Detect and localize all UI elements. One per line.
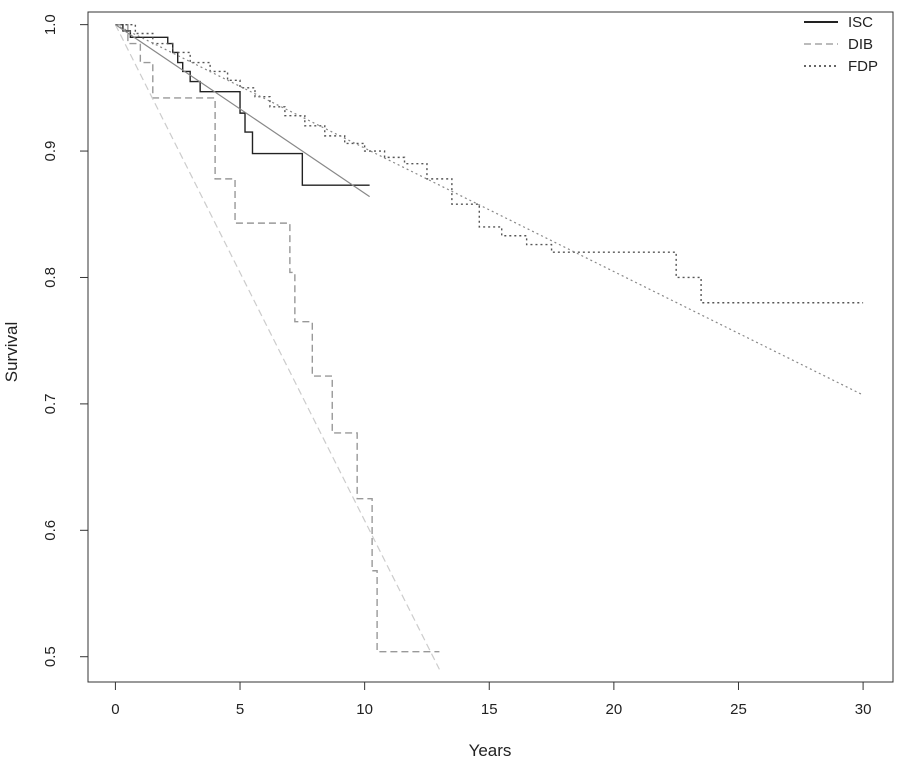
y-tick-label: 0.7 (42, 393, 59, 414)
x-tick-label: 25 (730, 701, 747, 718)
x-tick-label: 5 (236, 701, 244, 718)
series-fdp-fit (115, 24, 864, 396)
legend-label-dib: DIB (848, 36, 873, 53)
y-tick-label: 1.0 (42, 14, 59, 35)
y-tick-label: 0.5 (42, 646, 59, 667)
legend-label-isc: ISC (848, 14, 873, 31)
x-axis: 0 5 10 15 20 25 30 (111, 682, 871, 718)
legend-label-fdp: FDP (848, 58, 878, 75)
y-tick-label: 0.8 (42, 267, 59, 288)
x-tick-label: 15 (481, 701, 498, 718)
curves-layer (114, 23, 864, 670)
y-axis-title: Survival (2, 322, 21, 382)
plot-box (87, 11, 894, 683)
legend: ISC DIB FDP (804, 14, 878, 75)
x-tick-label: 20 (606, 701, 623, 718)
y-tick-label: 0.9 (42, 141, 59, 162)
series-fdp-km-step (115, 23, 864, 304)
x-tick-label: 10 (356, 701, 373, 718)
x-tick-label: 0 (111, 701, 119, 718)
series-isc-km-step (115, 23, 370, 186)
y-tick-label: 0.6 (42, 520, 59, 541)
x-tick-label: 30 (855, 701, 872, 718)
series-dib-km-step (115, 23, 440, 653)
y-axis: 0.5 0.6 0.7 0.8 0.9 1.0 (42, 14, 88, 667)
series-dib-fit (114, 24, 440, 670)
x-axis-title: Years (469, 741, 512, 760)
series-isc-fit (115, 24, 370, 198)
